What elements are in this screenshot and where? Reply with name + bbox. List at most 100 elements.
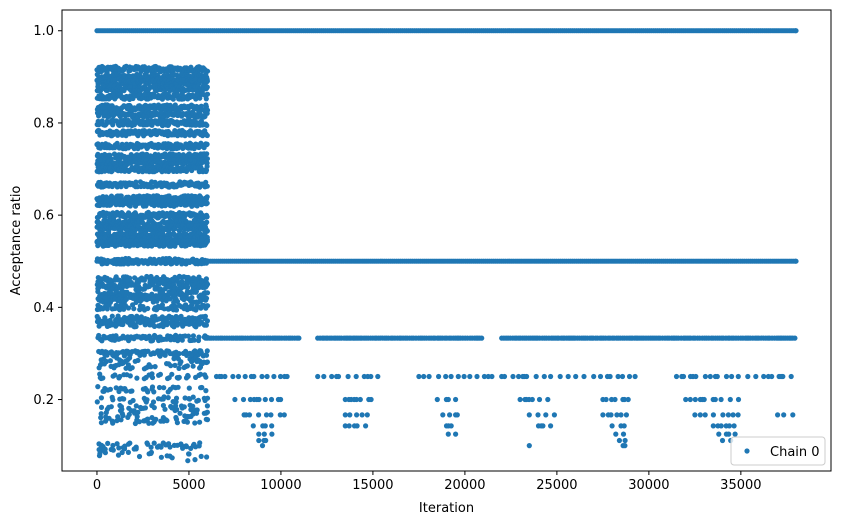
data-point [702, 373, 709, 380]
data-point [184, 419, 190, 425]
data-point [263, 412, 270, 418]
data-point [359, 412, 365, 418]
data-point [162, 406, 168, 412]
data-point [108, 404, 114, 410]
data-point [680, 373, 687, 380]
data-point [701, 396, 707, 403]
data-point [268, 396, 275, 403]
data-point [195, 397, 201, 403]
data-point [192, 457, 198, 463]
data-point [600, 412, 606, 418]
data-point [157, 371, 163, 377]
data-point [597, 373, 604, 380]
data-point [204, 359, 210, 365]
data-point [421, 373, 427, 380]
data-point [176, 351, 182, 357]
data-point [202, 230, 208, 236]
data-point [535, 412, 541, 418]
data-point [173, 395, 180, 401]
data-point [247, 396, 253, 403]
data-point [461, 373, 467, 380]
data-point [113, 333, 119, 339]
data-point [145, 305, 151, 312]
data-point [99, 118, 105, 124]
data-point [98, 415, 104, 421]
data-point [710, 423, 716, 429]
data-point [347, 412, 353, 418]
data-point [199, 384, 205, 391]
data-point [693, 373, 699, 380]
data-point [149, 384, 156, 390]
data-point [204, 132, 210, 139]
data-point [256, 412, 262, 418]
data-point [190, 394, 196, 400]
data-point [131, 446, 137, 452]
data-point [203, 374, 209, 380]
data-point [284, 373, 290, 380]
data-point [98, 411, 104, 417]
data-point [204, 454, 210, 460]
data-point [235, 373, 242, 380]
data-point [131, 306, 137, 312]
data-point [543, 412, 549, 418]
data-point [126, 411, 132, 418]
data-point [181, 297, 187, 303]
data-point [199, 360, 205, 367]
data-point [120, 413, 126, 419]
data-point [262, 423, 268, 429]
data-point [720, 412, 726, 418]
data-point [368, 373, 374, 380]
data-point [189, 295, 195, 301]
data-point [104, 352, 110, 358]
data-point [479, 335, 485, 341]
data-point [164, 418, 170, 424]
data-point [198, 194, 204, 200]
data-point [536, 396, 543, 403]
data-point [621, 396, 628, 403]
data-point [164, 453, 170, 459]
data-point [150, 337, 156, 343]
data-point [174, 298, 181, 305]
data-point [269, 423, 275, 429]
data-point [540, 423, 546, 429]
data-point [731, 423, 737, 429]
data-point [240, 396, 247, 403]
data-point [443, 373, 449, 380]
data-point [193, 288, 199, 294]
data-point [203, 322, 209, 328]
data-point [189, 302, 195, 308]
data-point [112, 372, 118, 378]
data-point [625, 396, 631, 403]
data-point [148, 364, 154, 370]
data-point [114, 441, 120, 447]
data-point [145, 441, 151, 447]
data-point [613, 431, 619, 437]
data-point [622, 437, 628, 444]
data-point [296, 335, 302, 341]
data-point [151, 405, 157, 411]
data-point [204, 183, 210, 189]
data-point [173, 307, 180, 313]
data-point [445, 396, 451, 403]
data-point [232, 396, 238, 403]
data-point [780, 373, 786, 380]
data-point [169, 371, 175, 377]
data-point [702, 412, 708, 418]
data-point [788, 373, 794, 380]
data-point [242, 373, 248, 380]
data-point [454, 412, 460, 418]
data-point [172, 362, 178, 368]
data-point [145, 416, 151, 422]
data-point [162, 352, 168, 358]
data-point [619, 373, 626, 380]
data-point [114, 140, 120, 146]
data-point [134, 375, 140, 381]
data-point [156, 384, 163, 391]
data-point [753, 373, 759, 380]
data-point [533, 373, 539, 380]
data-point [127, 440, 133, 446]
data-points [94, 28, 799, 464]
data-point [121, 396, 127, 402]
data-point [204, 290, 211, 296]
